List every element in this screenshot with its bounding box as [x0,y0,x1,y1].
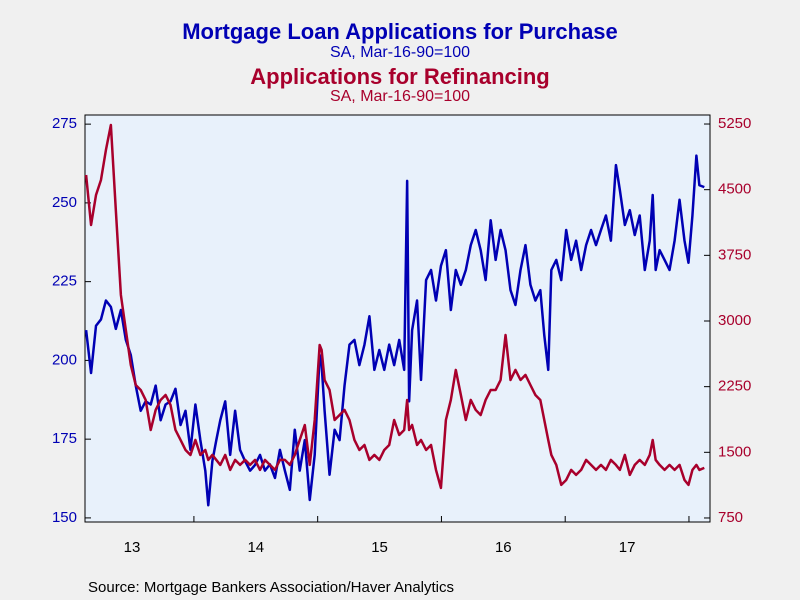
y2-tick-label: 3000 [718,312,751,329]
data-line [84,123,705,490]
y-tick-label: 200 [52,351,77,368]
y-tick-label: 175 [52,430,77,447]
x-tick-label: 17 [619,539,636,556]
data-line [84,154,705,507]
y2-tick-label: 2250 [718,378,751,395]
series-title: Mortgage Loan Applications for Purchase [182,19,618,44]
y-tick-label: 250 [52,194,77,211]
y-tick-label: 150 [52,509,77,526]
y2-tick-label: 3750 [718,246,751,263]
y2-tick-label: 4500 [718,181,751,198]
y2-tick-label: 1500 [718,443,751,460]
series-subtitle: SA, Mar-16-90=100 [330,44,470,61]
series-subtitle: SA, Mar-16-90=100 [330,88,470,105]
y2-tick-label: 750 [718,509,743,526]
y-tick-label: 275 [52,115,77,132]
x-tick-label: 13 [124,539,141,556]
x-tick-label: 15 [371,539,388,556]
y2-tick-label: 5250 [718,115,751,132]
x-tick-label: 16 [495,539,512,556]
series-title: Applications for Refinancing [250,64,549,89]
x-tick-label: 14 [247,539,264,556]
y-tick-label: 225 [52,273,77,290]
source-note: Source: Mortgage Bankers Association/Hav… [88,579,454,596]
